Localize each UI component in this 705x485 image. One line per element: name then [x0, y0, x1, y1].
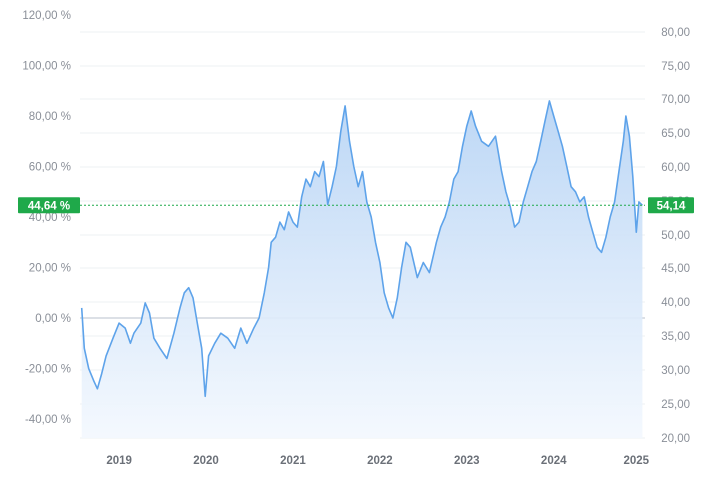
area-fill [81, 100, 643, 439]
percent-badge [18, 197, 80, 214]
right-tick-label: 65,00 [661, 128, 690, 140]
x-tick-label: 2021 [280, 455, 306, 467]
left-tick-label: 20,00 % [29, 263, 71, 275]
x-tick-label: 2020 [193, 455, 219, 467]
percent-badge-label: 44,64 % [28, 200, 70, 212]
price-line [80, 100, 643, 398]
left-tick-label: -20,00 % [25, 364, 71, 376]
right-tick-label: 75,00 [661, 61, 690, 73]
x-tick-label: 2022 [367, 455, 393, 467]
x-axis: 2019 2020 2021 2022 2023 2024 2025 [106, 455, 649, 467]
right-tick-label: 80,00 [661, 27, 690, 39]
right-tick-label: 40,00 [661, 297, 690, 309]
right-tick-label: 25,00 [661, 399, 690, 411]
left-tick-label: 40,00 % [29, 212, 71, 224]
right-tick-label: 70,00 [661, 94, 690, 106]
right-tick-label: 60,00 [661, 162, 690, 174]
right-tick-label: 50,00 [661, 230, 690, 242]
price-badge-label: 54,14 [657, 200, 686, 212]
right-tick-label: 45,00 [661, 263, 690, 275]
left-tick-label: 100,00 % [22, 61, 71, 73]
series-line [80, 100, 643, 398]
left-tick-label: 120,00 % [22, 10, 71, 22]
right-axis: 80,0075,0070,0065,0060,0055,0050,0045,00… [661, 27, 690, 445]
x-tick-label: 2025 [624, 455, 650, 467]
right-tick-label: 20,00 [661, 433, 690, 445]
x-tick-label: 2023 [454, 455, 480, 467]
left-tick-label: 80,00 % [29, 111, 71, 123]
price-badge [648, 197, 694, 214]
x-tick-label: 2024 [541, 455, 567, 467]
right-tick-label: 30,00 [661, 365, 690, 377]
right-tick-label: 35,00 [661, 331, 690, 343]
left-tick-label: 0,00 % [35, 313, 71, 325]
left-tick-label: 60,00 % [29, 162, 71, 174]
x-tick-label: 2019 [106, 455, 132, 467]
left-tick-label: -40,00 % [25, 414, 71, 426]
left-axis: 120,00 % 100,00 % 80,00 % 60,00 % 40,00 % 20,… [22, 10, 71, 426]
current-value-badges: 44,64 % 54,14 [18, 197, 694, 214]
area-path [81, 100, 643, 439]
